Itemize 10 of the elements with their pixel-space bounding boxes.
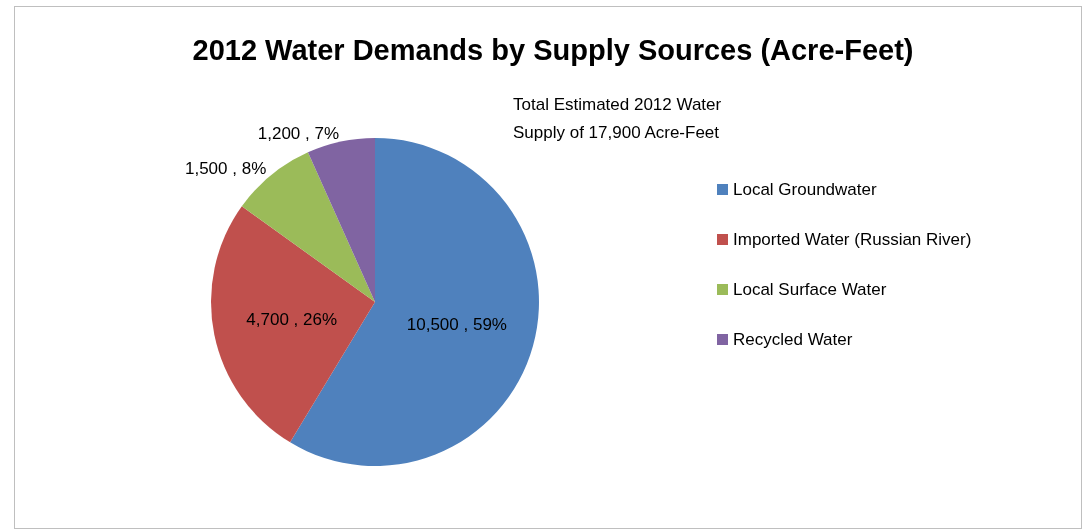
legend-label: Local Groundwater	[733, 180, 877, 199]
legend-label: Imported Water (Russian River)	[733, 230, 972, 249]
data-label: 1,200 , 7%	[257, 124, 340, 144]
text: Total Estimated 2012 Water Supply of 17,900 Acre-Feet	[513, 94, 722, 142]
data-label: 4,700 , 26%	[246, 309, 338, 329]
data-label: 1,500 , 8%	[184, 159, 267, 179]
legend-label: Recycled Water	[733, 330, 853, 349]
data-label: 10,500 , 59%	[406, 315, 507, 335]
legend-label: Local Surface Water	[733, 280, 887, 299]
chart-title: 2012 Water Demands by Supply Sources (Acre-Feet)	[192, 33, 914, 66]
